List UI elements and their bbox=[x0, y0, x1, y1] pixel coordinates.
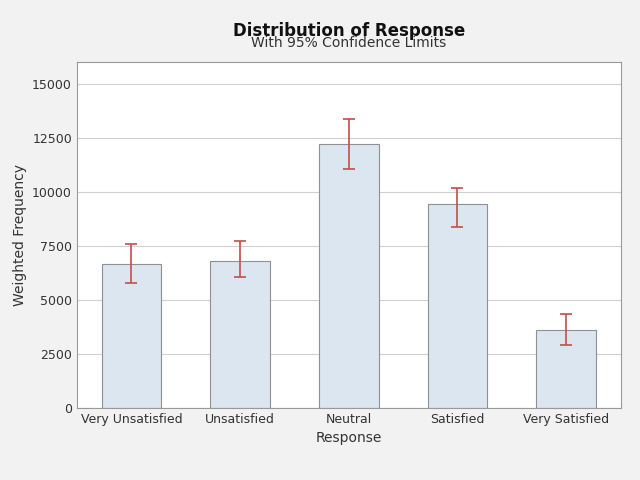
Bar bbox=[536, 330, 596, 408]
Bar bbox=[428, 204, 488, 408]
Bar bbox=[102, 264, 161, 408]
Y-axis label: Weighted Frequency: Weighted Frequency bbox=[13, 164, 26, 306]
Text: With 95% Confidence Limits: With 95% Confidence Limits bbox=[251, 36, 447, 50]
Text: Distribution of Response: Distribution of Response bbox=[233, 22, 465, 40]
X-axis label: Response: Response bbox=[316, 432, 382, 445]
Bar bbox=[319, 144, 379, 408]
Bar bbox=[210, 261, 270, 408]
